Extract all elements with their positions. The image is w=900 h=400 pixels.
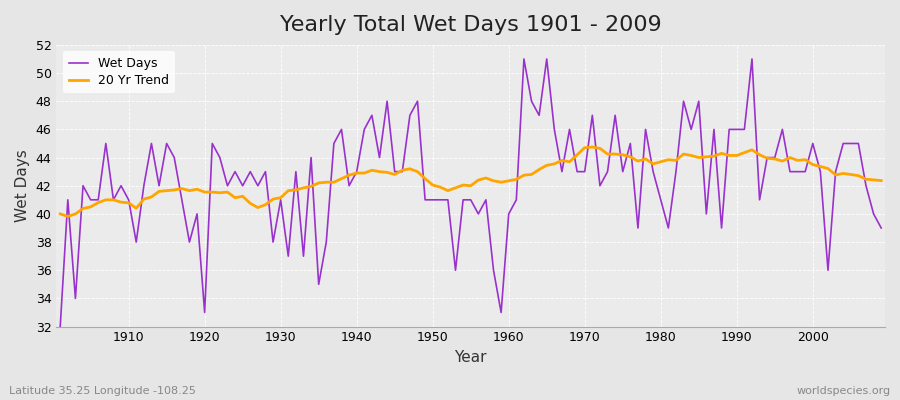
Wet Days [518, 56, 529, 61]
20 Yr Trend [587, 145, 598, 150]
Y-axis label: Wet Days: Wet Days [15, 149, 30, 222]
Legend: Wet Days, 20 Yr Trend: Wet Days, 20 Yr Trend [63, 51, 175, 93]
Wet Days [876, 226, 886, 230]
Wet Days [283, 254, 293, 258]
Line: Wet Days: Wet Days [60, 59, 881, 326]
Wet Days [503, 212, 514, 216]
20 Yr Trend [511, 177, 522, 182]
Wet Days [602, 169, 613, 174]
Wet Days [115, 183, 126, 188]
20 Yr Trend [503, 178, 514, 183]
Title: Yearly Total Wet Days 1901 - 2009: Yearly Total Wet Days 1901 - 2009 [280, 15, 662, 35]
Text: Latitude 35.25 Longitude -108.25: Latitude 35.25 Longitude -108.25 [9, 386, 196, 396]
Wet Days [328, 141, 339, 146]
20 Yr Trend [336, 176, 346, 181]
X-axis label: Year: Year [454, 350, 487, 365]
20 Yr Trend [62, 214, 73, 219]
Wet Days [496, 310, 507, 315]
20 Yr Trend [123, 200, 134, 205]
20 Yr Trend [609, 152, 620, 156]
20 Yr Trend [55, 212, 66, 216]
20 Yr Trend [876, 178, 886, 183]
Text: worldspecies.org: worldspecies.org [796, 386, 891, 396]
Line: 20 Yr Trend: 20 Yr Trend [60, 147, 881, 216]
Wet Days [55, 324, 66, 329]
20 Yr Trend [291, 188, 302, 192]
